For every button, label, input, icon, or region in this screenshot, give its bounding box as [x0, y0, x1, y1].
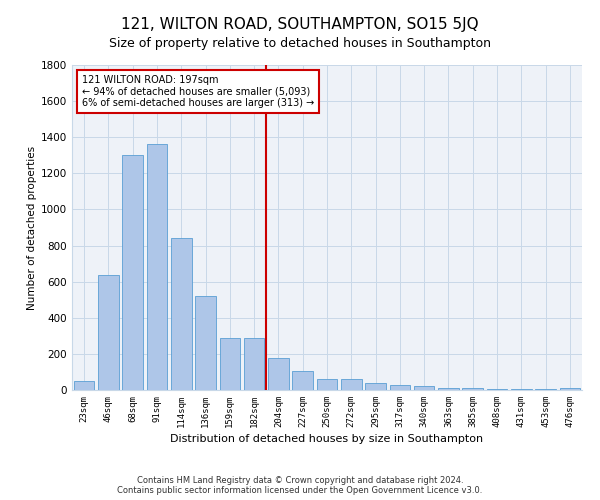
Bar	[463, 388, 483, 390]
Bar	[341, 379, 362, 390]
Bar	[195, 296, 216, 390]
Bar	[98, 275, 119, 390]
Bar	[438, 388, 459, 390]
Bar	[244, 338, 265, 390]
Bar	[74, 381, 94, 390]
Text: Contains HM Land Registry data © Crown copyright and database right 2024.
Contai: Contains HM Land Registry data © Crown c…	[118, 476, 482, 495]
Bar	[365, 383, 386, 390]
X-axis label: Distribution of detached houses by size in Southampton: Distribution of detached houses by size …	[170, 434, 484, 444]
Bar	[146, 144, 167, 390]
Bar	[317, 379, 337, 390]
Text: 121 WILTON ROAD: 197sqm
← 94% of detached houses are smaller (5,093)
6% of semi-: 121 WILTON ROAD: 197sqm ← 94% of detache…	[82, 74, 314, 108]
Bar	[414, 386, 434, 390]
Bar	[560, 388, 580, 390]
Y-axis label: Number of detached properties: Number of detached properties	[27, 146, 37, 310]
Bar	[268, 358, 289, 390]
Bar	[171, 238, 191, 390]
Bar	[389, 384, 410, 390]
Bar	[220, 338, 240, 390]
Bar	[487, 389, 508, 390]
Bar	[292, 371, 313, 390]
Bar	[122, 156, 143, 390]
Text: 121, WILTON ROAD, SOUTHAMPTON, SO15 5JQ: 121, WILTON ROAD, SOUTHAMPTON, SO15 5JQ	[121, 18, 479, 32]
Text: Size of property relative to detached houses in Southampton: Size of property relative to detached ho…	[109, 38, 491, 51]
